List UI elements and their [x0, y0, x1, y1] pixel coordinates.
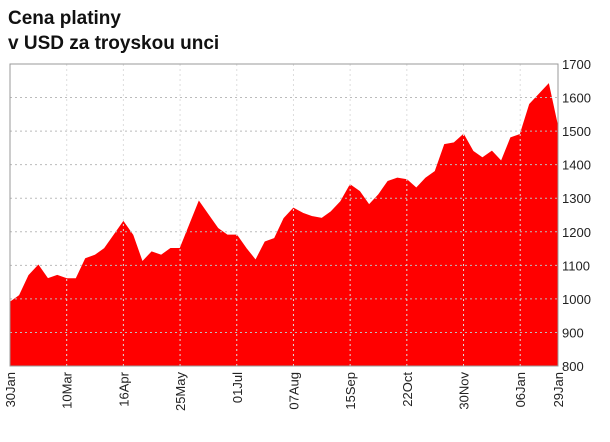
chart-title: Cena platiny	[8, 8, 121, 29]
y-tick-label: 1700	[562, 57, 591, 72]
x-tick-label: 10Mar	[60, 371, 75, 409]
y-tick-label: 1200	[562, 225, 591, 240]
y-tick-label: 900	[562, 325, 584, 340]
y-tick-label: 800	[562, 359, 584, 374]
x-tick-label: 16Apr	[116, 371, 131, 406]
y-tick-label: 1400	[562, 158, 591, 173]
price-area	[9, 83, 559, 367]
x-tick-label: 01Jul	[230, 372, 245, 403]
x-tick-label: 29Jan	[551, 372, 566, 407]
x-tick-label: 15Sep	[343, 372, 358, 410]
x-tick-label: 25May	[173, 372, 188, 412]
x-tick-label: 30Nov	[457, 372, 472, 410]
y-tick-label: 1500	[562, 124, 591, 139]
x-tick-label: 06Jan	[513, 372, 528, 407]
y-tick-label: 1100	[562, 258, 590, 273]
y-tick-label: 1600	[562, 91, 591, 106]
x-tick-label: 30Jan	[3, 372, 18, 407]
x-tick-label: 22Oct	[400, 372, 415, 407]
plot-frame	[9, 63, 559, 367]
y-tick-label: 1300	[562, 191, 591, 206]
x-tick-label: 07Aug	[286, 372, 301, 410]
y-tick-label: 1000	[562, 292, 591, 307]
chart-subtitle: v USD za troyskou unci	[8, 33, 219, 54]
